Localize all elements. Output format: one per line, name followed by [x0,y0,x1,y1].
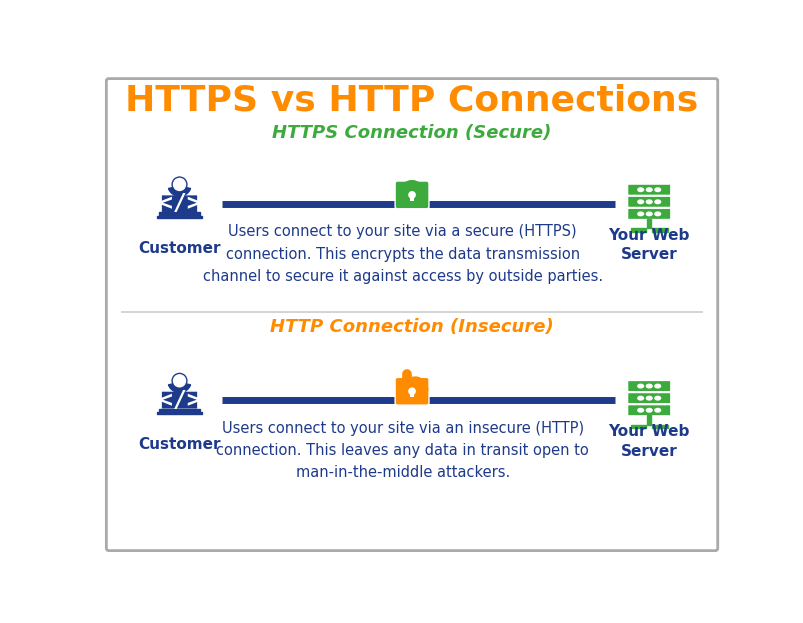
FancyBboxPatch shape [651,425,666,429]
Circle shape [173,375,185,387]
Ellipse shape [637,200,642,204]
Ellipse shape [654,212,660,216]
Ellipse shape [637,188,642,191]
Ellipse shape [637,384,642,388]
FancyBboxPatch shape [630,425,646,429]
FancyBboxPatch shape [159,212,199,216]
FancyBboxPatch shape [394,378,429,405]
FancyBboxPatch shape [157,412,202,414]
Ellipse shape [654,409,660,412]
Text: Customer: Customer [138,437,221,452]
FancyBboxPatch shape [161,391,198,409]
FancyBboxPatch shape [651,229,666,232]
FancyBboxPatch shape [626,184,671,196]
Polygon shape [410,391,414,397]
Ellipse shape [646,384,651,388]
Text: HTTPS vs HTTP Connections: HTTPS vs HTTP Connections [125,83,698,117]
FancyBboxPatch shape [626,196,671,207]
Polygon shape [169,184,190,196]
FancyBboxPatch shape [159,409,199,412]
Ellipse shape [637,409,642,412]
Polygon shape [164,196,194,211]
Ellipse shape [646,409,651,412]
Ellipse shape [646,212,651,216]
Ellipse shape [654,384,660,388]
Text: HTTP Connection (Insecure): HTTP Connection (Insecure) [270,318,553,336]
FancyBboxPatch shape [646,415,650,425]
Text: </>: </> [158,389,200,412]
FancyBboxPatch shape [626,404,671,416]
FancyBboxPatch shape [157,216,202,218]
Polygon shape [410,195,414,201]
Circle shape [173,178,185,191]
Ellipse shape [637,396,642,400]
FancyBboxPatch shape [106,78,717,551]
Text: Customer: Customer [138,240,221,255]
Text: </>: </> [158,193,200,216]
Ellipse shape [646,200,651,204]
Text: Your Web
Server: Your Web Server [608,424,689,459]
Text: Users connect to your site via an insecure (HTTP)
connection. This leaves any da: Users connect to your site via an insecu… [216,421,589,480]
Ellipse shape [654,188,660,191]
Circle shape [170,371,189,390]
Ellipse shape [637,212,642,216]
FancyBboxPatch shape [161,194,198,213]
FancyBboxPatch shape [394,181,429,209]
FancyBboxPatch shape [626,208,671,220]
FancyBboxPatch shape [626,392,671,404]
Text: Users connect to your site via a secure (HTTPS)
connection. This encrypts the da: Users connect to your site via a secure … [202,224,602,284]
Circle shape [408,191,415,199]
Circle shape [170,175,189,194]
FancyBboxPatch shape [646,219,650,229]
Ellipse shape [646,188,651,191]
Text: Your Web
Server: Your Web Server [608,227,689,262]
FancyBboxPatch shape [626,380,671,392]
Text: HTTPS Connection (Secure): HTTPS Connection (Secure) [272,123,551,141]
Ellipse shape [654,396,660,400]
Polygon shape [164,392,194,407]
FancyBboxPatch shape [630,229,646,232]
Circle shape [408,388,415,395]
Ellipse shape [654,200,660,204]
Polygon shape [169,381,190,392]
Ellipse shape [646,396,651,400]
